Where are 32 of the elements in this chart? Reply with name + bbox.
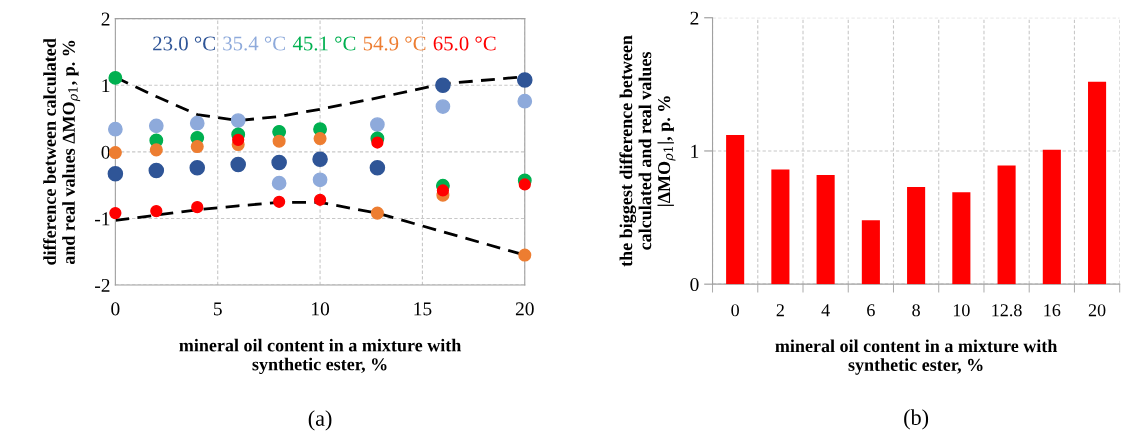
y-tick-label: -1 bbox=[95, 212, 110, 226]
x-tick-label: 10 bbox=[312, 302, 330, 316]
x-tick-label: 12.8 bbox=[992, 304, 1022, 317]
y-axis-title: difference between calculated and real values ΔMO$_{ρ1}$, p. % bbox=[43, 38, 81, 265]
x-tick-label: 15 bbox=[414, 302, 432, 316]
text: (b) bbox=[904, 409, 929, 430]
y-tick-label: -2 bbox=[95, 278, 110, 292]
text: 54.9 °C bbox=[363, 36, 426, 51]
x-tick-label: 0 bbox=[111, 302, 120, 316]
text: 45.1 °C bbox=[292, 36, 356, 51]
text: 35.4 °C bbox=[223, 36, 285, 51]
text: (a) bbox=[308, 410, 332, 431]
x-tick-label: 6 bbox=[867, 304, 875, 317]
y-axis-title: the biggest difference between calculated and real values |ΔMO$_{ρ1}$|, p. % bbox=[619, 35, 676, 267]
x-tick-label: 2 bbox=[776, 304, 784, 317]
y-tick-label: 0 bbox=[690, 277, 699, 292]
y-tick-label: 2 bbox=[101, 12, 110, 26]
x-tick-label: 16 bbox=[1044, 304, 1061, 317]
x-tick-label: 10 bbox=[953, 304, 970, 317]
text: 23.0 °C bbox=[153, 36, 215, 51]
x-tick-label: 20 bbox=[1088, 304, 1106, 317]
y-tick-label: 2 bbox=[690, 11, 699, 25]
x-tick-label: 20 bbox=[515, 302, 534, 316]
y-tick-label: 1 bbox=[691, 144, 699, 158]
x-tick-label: 5 bbox=[213, 302, 222, 316]
x-tick-label: 4 bbox=[821, 304, 830, 317]
x-axis-title: mineral oil content in a mixture with synthetic ester, % bbox=[179, 338, 462, 375]
x-tick-label: 8 bbox=[912, 304, 920, 317]
x-tick-label: 0 bbox=[731, 304, 739, 317]
text: 65.0 °C bbox=[433, 36, 496, 51]
x-axis-title: mineral oil content in a mixture with synthetic ester, % bbox=[775, 339, 1058, 375]
y-tick-label: 1 bbox=[102, 79, 110, 92]
